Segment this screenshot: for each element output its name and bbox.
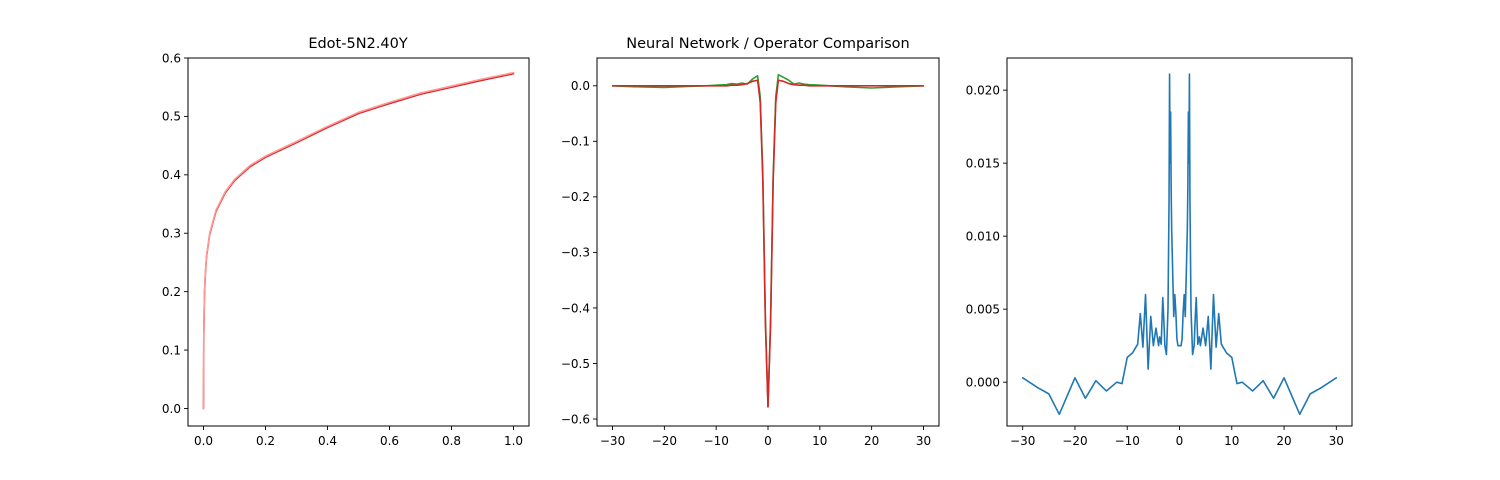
middle-chart-x-tick-label: 0 [764, 434, 772, 448]
middle-chart-x-tick-label: −30 [600, 434, 625, 448]
middle-chart-y-tick-label: −0.5 [561, 357, 590, 371]
left-chart-x-tick-label: 0.0 [194, 434, 213, 448]
right-chart-x-tick-label: 30 [1329, 434, 1344, 448]
left-chart-y-tick-label: 0.2 [162, 285, 181, 299]
left-chart-y-tick-label: 0.0 [162, 402, 181, 416]
left-chart-x-tick-label: 0.8 [442, 434, 461, 448]
middle-chart-y-tick-label: 0.0 [571, 79, 590, 93]
left-chart-y-tick-label: 0.1 [162, 343, 181, 357]
middle-chart-y-tick-label: −0.4 [561, 301, 590, 315]
right-chart-x-tick-label: 20 [1276, 434, 1291, 448]
middle-chart-y-tick-label: −0.1 [561, 135, 590, 149]
right-chart-x-tick-label: −30 [1010, 434, 1035, 448]
middle-chart-x-tick-label: −20 [652, 434, 677, 448]
middle-chart-x-tick-label: 10 [812, 434, 827, 448]
left-chart-axes-frame [187, 57, 530, 427]
left-chart-title: Edot-5N2.40Y [308, 36, 408, 52]
left-chart-y-tick-label: 0.5 [162, 110, 181, 124]
middle-chart-axes-frame [596, 57, 940, 427]
right-chart-y-tick-label: 0.020 [966, 83, 1000, 97]
middle-chart-x-tick-label: −10 [704, 434, 729, 448]
left-chart-x-tick-label: 0.2 [256, 434, 275, 448]
left-chart-x-tick-label: 0.4 [318, 434, 337, 448]
right-chart-axes-frame [1006, 57, 1353, 427]
right-chart-x-tick-label: 0 [1176, 434, 1184, 448]
right-chart-y-tick-label: 0.015 [966, 156, 1000, 170]
right-chart-x-tick-label: −10 [1115, 434, 1140, 448]
right-chart-x-tick-label: 10 [1224, 434, 1239, 448]
middle-chart-x-tick-label: 30 [916, 434, 931, 448]
middle-chart-y-tick-label: −0.3 [561, 246, 590, 260]
middle-chart-panel: Neural Network / Operator Comparison −30… [561, 36, 940, 448]
right-chart-series-0-line [1021, 73, 1338, 416]
middle-chart-x-tick-label: 20 [864, 434, 879, 448]
middle-chart-title: Neural Network / Operator Comparison [626, 36, 909, 52]
right-chart-y-tick-label: 0.010 [966, 229, 1000, 243]
middle-chart-series-1-line [611, 79, 925, 408]
left-chart-y-tick-label: 0.6 [162, 51, 181, 65]
left-chart-x-tick-label: 0.6 [380, 434, 399, 448]
left-chart-x-tick-label: 1.0 [504, 434, 523, 448]
right-chart-panel: −30 −20 −10 0 10 20 30 0.000 0.005 0.010 0.015 0.02… [966, 57, 1353, 448]
left-chart-series-0-line [202, 72, 515, 410]
right-chart-x-tick-label: −20 [1062, 434, 1087, 448]
middle-chart-y-tick-label: −0.2 [561, 190, 590, 204]
left-chart-y-tick-label: 0.3 [162, 227, 181, 241]
left-chart-series-1-line [202, 71, 515, 410]
right-chart-y-tick-label: 0.000 [966, 375, 1000, 389]
left-chart-y-tick-label: 0.4 [162, 168, 181, 182]
middle-chart-series-0-line [611, 73, 925, 408]
left-chart-panel: Edot-5N2.40Y 0.0 0.2 0.4 0.6 0.8 1.0 0.0 0.1 0.2… [162, 36, 530, 448]
middle-chart-y-tick-label: −0.6 [561, 412, 590, 426]
right-chart-y-tick-label: 0.005 [966, 302, 1000, 316]
